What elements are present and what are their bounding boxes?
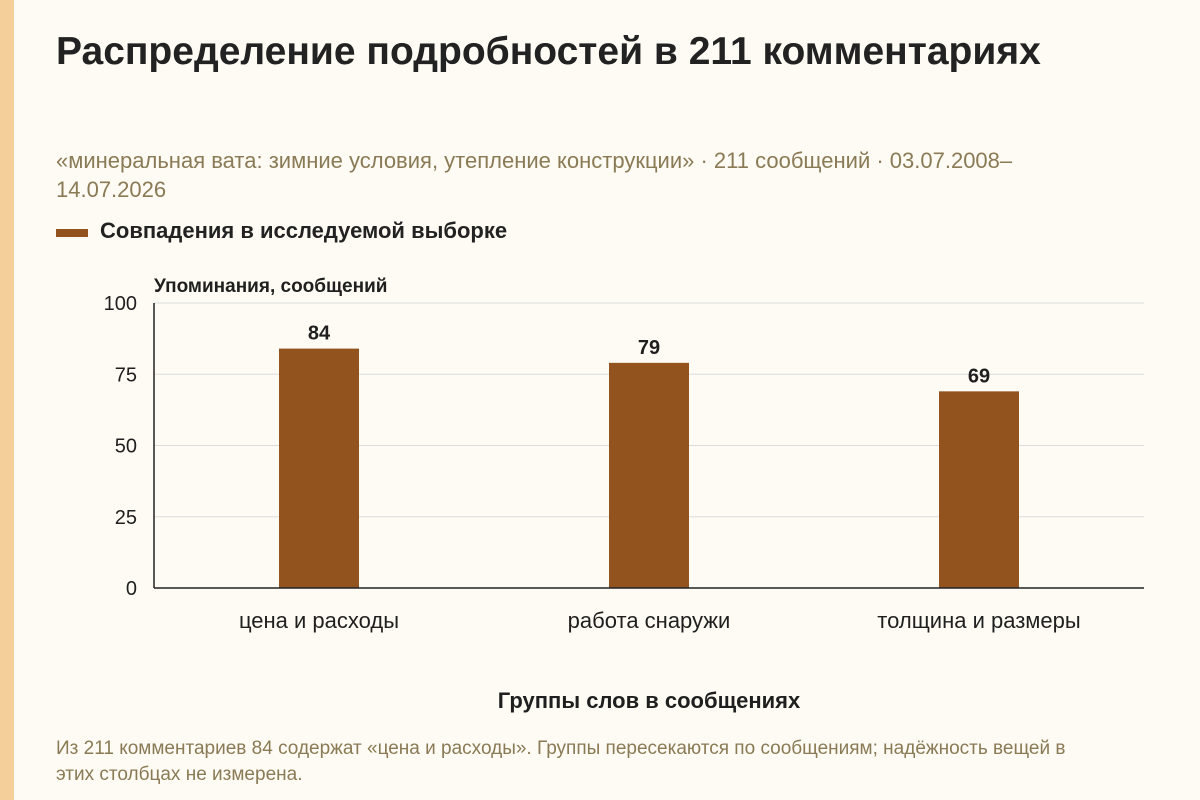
chart-title: Распределение подробностей в 211 коммент… bbox=[56, 30, 1041, 73]
bar-chart: 0 25 50 75 100 84 цена и расходы 79 работа снару… bbox=[104, 276, 1144, 713]
bars bbox=[279, 348, 1019, 588]
chart-labels: 0 25 50 75 100 84 цена и расходы 79 работа снару… bbox=[104, 276, 1081, 713]
bar bbox=[609, 362, 689, 588]
y-tick-label: 75 bbox=[115, 364, 137, 386]
bar-value-label: 84 bbox=[308, 323, 331, 345]
chart-footnote: Из 211 комментариев 84 содержат «цена и … bbox=[56, 738, 1066, 785]
y-axis-title: Упоминания, сообщений bbox=[154, 276, 387, 297]
y-tick-label: 50 bbox=[115, 436, 137, 458]
bar-value-label: 79 bbox=[638, 337, 660, 359]
bar-value-label: 69 bbox=[968, 365, 990, 387]
x-tick-label: работа снаружи bbox=[568, 608, 731, 633]
bar bbox=[279, 348, 359, 588]
x-tick-label: цена и расходы bbox=[239, 608, 399, 633]
axes bbox=[153, 303, 1144, 589]
legend: Совпадения в исследуемой выборке bbox=[56, 218, 507, 244]
x-tick-label: толщина и размеры bbox=[877, 608, 1080, 633]
x-axis-title: Группы слов в сообщениях bbox=[498, 688, 801, 713]
accent-strip bbox=[0, 0, 14, 800]
legend-label: Совпадения в исследуемой выборке bbox=[100, 218, 508, 243]
y-tick-label: 0 bbox=[126, 578, 137, 600]
bar bbox=[939, 391, 1019, 588]
chart-subtitle: «минеральная вата: зимние условия, утепл… bbox=[56, 148, 1013, 202]
y-tick-label: 100 bbox=[104, 293, 137, 315]
legend-swatch bbox=[56, 228, 88, 237]
y-tick-label: 25 bbox=[115, 507, 137, 529]
